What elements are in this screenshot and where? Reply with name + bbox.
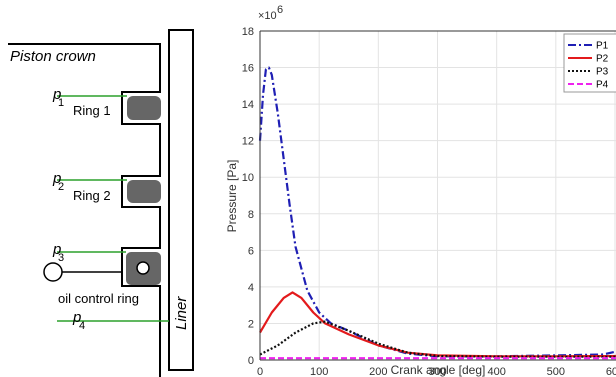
legend-label-p4: P4: [596, 80, 609, 91]
grid: [259, 30, 616, 361]
ring-1: [127, 96, 161, 120]
ring-2: [127, 180, 161, 203]
series-group: [258, 66, 616, 360]
series-line-p3: [259, 320, 616, 358]
oil-control-ring-label: oil control ring: [58, 291, 139, 306]
series-line-p2: [259, 291, 616, 358]
p4-label: p: [72, 309, 81, 326]
x-tick-label: 500: [547, 366, 565, 377]
legend-box: [563, 33, 616, 93]
y-multiplier-label: ×10: [258, 10, 277, 22]
p3-label: p: [52, 241, 61, 258]
liner-label: Liner: [173, 296, 190, 330]
y-multiplier-exponent: 6: [277, 4, 283, 16]
liner-wall: [168, 29, 194, 371]
y-tick-label: 2: [248, 318, 254, 330]
x-tick-label: 400: [487, 366, 505, 377]
y-tick-label: 18: [242, 26, 254, 38]
x-axis-title: Crank angle [deg]: [391, 363, 486, 377]
ring-1-label: Ring 1: [73, 103, 111, 118]
legend-label-p1: P1: [596, 41, 609, 52]
legend-label-p2: P2: [596, 54, 609, 65]
y-tick-label: 14: [242, 99, 254, 111]
piston-crown-label: Piston crown: [10, 48, 96, 65]
p2-subscript: 2: [58, 181, 64, 193]
piston-outline: [8, 43, 161, 377]
y-tick-label: 12: [242, 136, 254, 148]
oil-ring-expander: [136, 261, 150, 275]
x-tick-label: 0: [257, 366, 263, 377]
p1-label: p: [52, 86, 61, 103]
p1-subscript: 1: [58, 97, 64, 109]
y-tick-label: 6: [248, 245, 254, 257]
y-tick-label: 0: [248, 355, 254, 367]
y-tick-label: 4: [248, 282, 254, 294]
x-tick-label: 600: [606, 366, 616, 377]
y-axis-title: Pressure [Pa]: [225, 160, 239, 233]
p2-label: p: [52, 170, 61, 187]
legend: P1 P2 P3 P4: [563, 33, 616, 93]
y-tick-label: 10: [242, 172, 254, 184]
p4-subscript: 4: [79, 320, 85, 332]
legend-label-p3: P3: [596, 67, 609, 78]
p3-subscript: 3: [58, 252, 64, 264]
x-tick-label: 300: [428, 366, 446, 377]
y-tick-label: 8: [248, 209, 254, 221]
ring-2-label: Ring 2: [73, 188, 111, 203]
axes: [259, 30, 616, 361]
x-tick-label: 100: [310, 366, 328, 377]
x-tick-label: 200: [369, 366, 387, 377]
tick-labels: 0 100 200 300 400 500 600 0 2 4 6 8 10 12 14 16 18: [242, 26, 616, 377]
y-tick-label: 16: [242, 63, 254, 75]
